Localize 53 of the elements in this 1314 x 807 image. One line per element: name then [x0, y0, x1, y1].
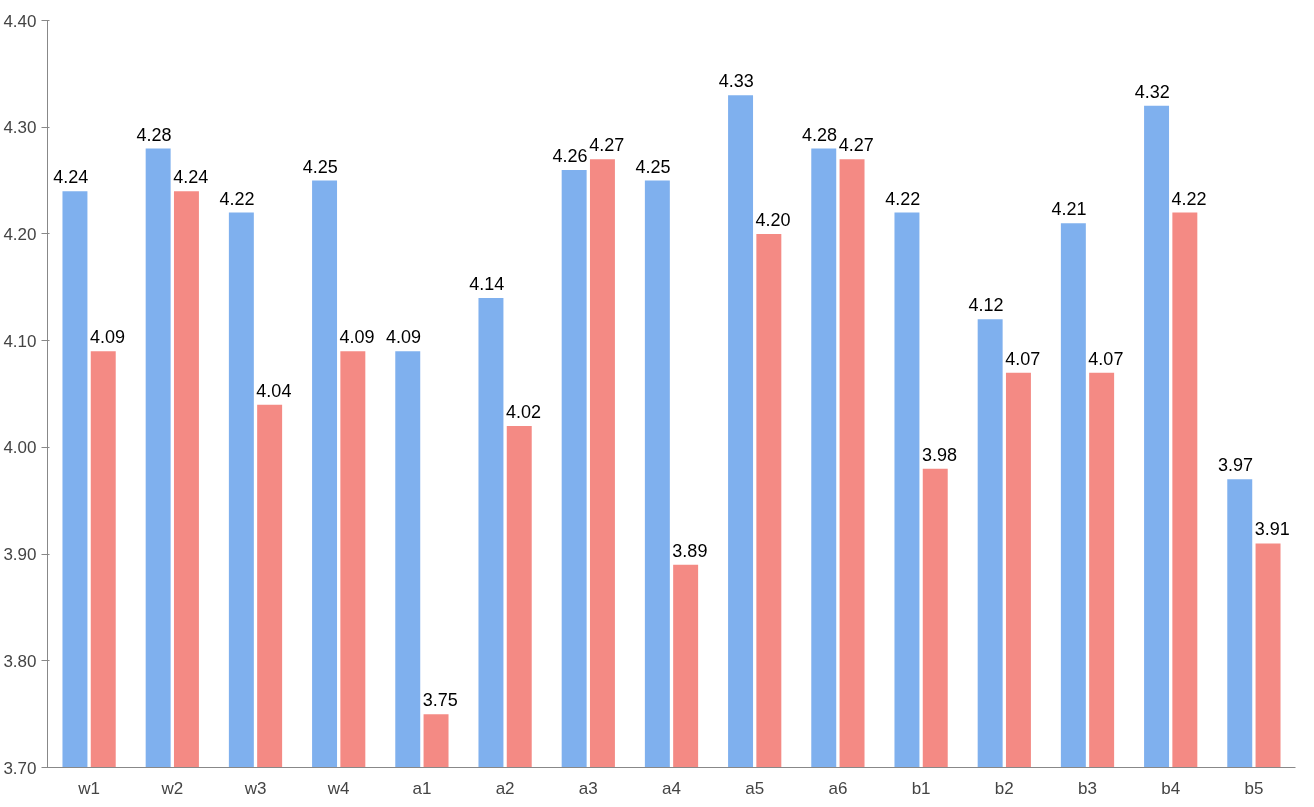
data-label: 4.28 — [802, 124, 838, 145]
data-label: 4.22 — [219, 188, 255, 209]
data-label: 4.27 — [589, 135, 625, 156]
x-tick-label: a4 — [662, 778, 681, 798]
data-label: 4.07 — [1005, 348, 1041, 369]
data-label: 4.09 — [386, 327, 422, 348]
data-label: 3.75 — [422, 690, 458, 711]
y-tick-label: 3.80 — [3, 651, 37, 671]
x-tick-label: a1 — [412, 778, 432, 798]
data-label: 4.22 — [1171, 188, 1207, 209]
x-tick-label: b4 — [1161, 778, 1181, 798]
data-label: 3.98 — [921, 444, 958, 465]
data-label: 4.07 — [1088, 348, 1124, 369]
data-label: 3.89 — [672, 540, 708, 561]
data-label: 4.21 — [1051, 199, 1087, 220]
data-label: 3.97 — [1218, 455, 1254, 476]
data-label: 4.02 — [505, 402, 542, 423]
data-label: 4.22 — [885, 188, 921, 209]
y-tick-label: 4.00 — [3, 438, 37, 458]
x-tick-label: a2 — [495, 778, 515, 798]
data-label: 4.26 — [552, 145, 588, 166]
data-label: 4.28 — [136, 124, 172, 145]
y-tick-label: 4.20 — [3, 224, 37, 244]
data-label: 4.27 — [838, 135, 874, 156]
y-tick-label: 4.10 — [3, 331, 37, 351]
x-tick-label: b5 — [1244, 778, 1264, 798]
data-label: 4.33 — [718, 71, 754, 92]
x-tick-label: b3 — [1078, 778, 1097, 798]
data-label: 4.09 — [89, 327, 126, 348]
data-label: 4.24 — [173, 167, 209, 188]
x-tick-label: w4 — [326, 778, 350, 798]
y-tick-label: 3.70 — [3, 758, 37, 778]
data-label: 4.25 — [635, 156, 671, 177]
x-tick-label: a6 — [828, 778, 848, 798]
data-label: 4.12 — [968, 295, 1004, 316]
x-tick-label: a3 — [578, 778, 598, 798]
x-tick-label: w3 — [243, 778, 267, 798]
data-label: 4.32 — [1134, 81, 1170, 102]
data-label: 4.25 — [302, 156, 338, 177]
y-tick-label: 3.90 — [3, 545, 37, 565]
x-tick-label: a5 — [745, 778, 765, 798]
x-tick-label: w2 — [160, 778, 184, 798]
x-tick-label: b1 — [911, 778, 931, 798]
data-label: 4.24 — [53, 167, 89, 188]
data-label: 4.04 — [256, 380, 292, 401]
y-tick-label: 4.30 — [3, 118, 37, 138]
y-tick-label: 4.40 — [3, 11, 37, 31]
data-label: 4.14 — [469, 273, 505, 294]
data-label: 4.09 — [339, 327, 375, 348]
x-tick-label: b2 — [994, 778, 1014, 798]
data-label: 3.91 — [1254, 519, 1290, 540]
x-tick-label: w1 — [77, 778, 100, 798]
data-label: 4.20 — [755, 209, 791, 230]
